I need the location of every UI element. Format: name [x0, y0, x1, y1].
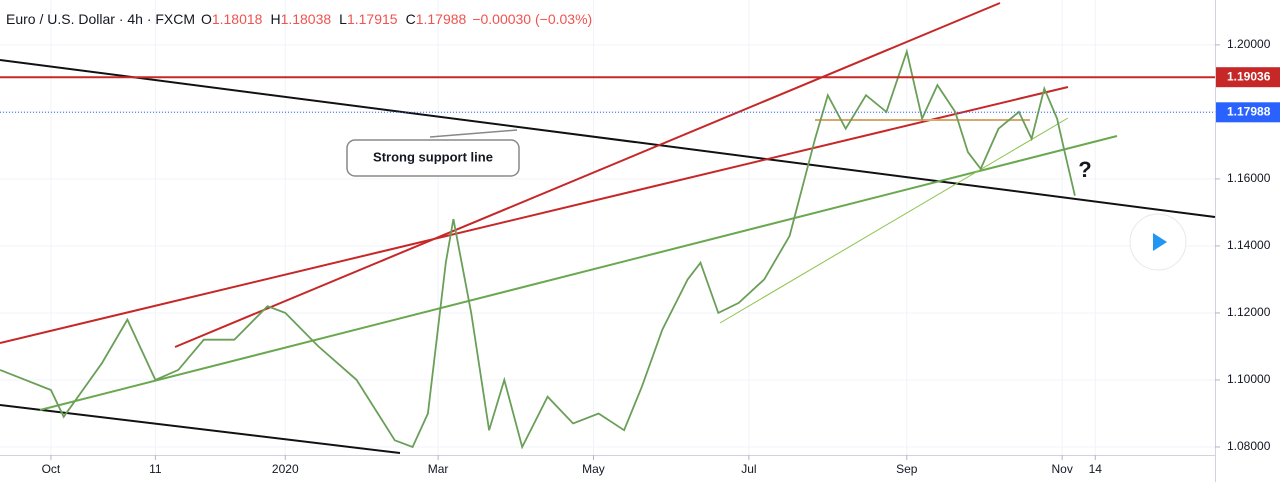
price-label: 1.19036: [1227, 69, 1271, 83]
x-tick-label: Nov: [1051, 462, 1072, 476]
trend-line: [0, 404, 401, 454]
trend-line: [719, 117, 1069, 324]
trend-line: [0, 59, 1216, 218]
trend-line: [0, 86, 1069, 344]
x-tick-label: Sep: [896, 462, 918, 476]
ohlc-key: H: [270, 11, 281, 27]
question-mark: ?: [1078, 157, 1091, 182]
x-tick-label: Mar: [428, 462, 449, 476]
y-tick-label: 1.14000: [1227, 238, 1271, 252]
trend-line: [174, 2, 1001, 348]
callout-box: [346, 139, 520, 177]
callout-pointer: [429, 129, 518, 138]
drawings: Strong support line ?: [0, 0, 1216, 455]
x-tick-label: Oct: [42, 462, 61, 476]
price-label-bg: [1216, 67, 1280, 88]
y-tick-label: 1.08000: [1227, 439, 1271, 453]
ohlc-key: L: [339, 11, 347, 27]
x-tick-label: Jul: [741, 462, 756, 476]
ohlc-value: 1.17915: [346, 11, 398, 27]
ohlc-value: 1.18018: [211, 11, 263, 27]
change: −0.00030 (−0.03%): [472, 11, 593, 27]
x-tick-label: 11: [149, 462, 162, 476]
price-label: 1.17988: [1227, 104, 1271, 118]
callout-text: Strong support line: [373, 149, 493, 164]
play-icon[interactable]: [1153, 233, 1167, 251]
ohlc-key: C: [405, 11, 416, 27]
symbol: Euro / U.S. Dollar · 4h · FXCM: [6, 11, 196, 27]
y-tick-label: 1.16000: [1227, 171, 1271, 185]
play-button[interactable]: [1129, 213, 1187, 271]
ohlc-key: O: [200, 11, 212, 27]
x-tick-label: May: [582, 462, 605, 476]
x-tick-label: 14: [1089, 462, 1103, 476]
y-tick-label: 1.20000: [1227, 37, 1271, 51]
x-tick-label: 2020: [272, 462, 299, 476]
price-label-bg: [1216, 102, 1280, 123]
y-tick-label: 1.12000: [1227, 305, 1271, 319]
ohlc-value: 1.17988: [415, 11, 467, 27]
y-tick-label: 1.10000: [1227, 372, 1271, 386]
ohlc-value: 1.18038: [280, 11, 332, 27]
trend-line: [39, 135, 1118, 411]
chart-header: Euro / U.S. Dollar · 4h · FXCM O1.18018 H…: [6, 11, 598, 27]
price-line: [0, 48, 1076, 450]
